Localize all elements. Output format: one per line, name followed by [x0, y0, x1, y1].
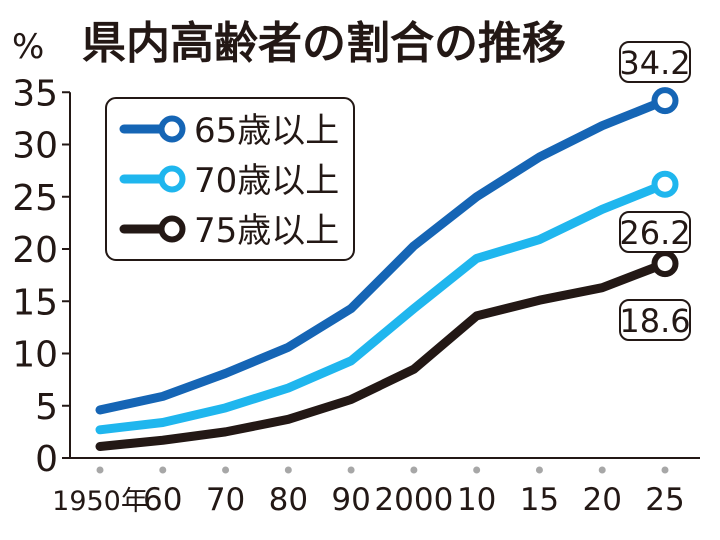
x-tick-dot [159, 466, 167, 474]
series-line-2 [95, 179, 670, 435]
end-value-box-2 [619, 211, 691, 253]
end-value-box-3 [619, 299, 691, 341]
x-tick-label: 15 [520, 482, 559, 518]
y-tick-label: 5 [35, 387, 58, 428]
series-end-point-1 [651, 87, 679, 115]
x-tick-dot [473, 466, 481, 474]
x-tick-dot [222, 466, 230, 474]
x-tick-label: 70 [206, 482, 245, 518]
legend-swatch-marker [158, 215, 186, 243]
y-tick-label: 0 [35, 439, 58, 480]
x-tick-label: 80 [269, 482, 308, 518]
legend-swatch-marker [158, 165, 186, 193]
legend-label: 65歳以上 [194, 111, 339, 151]
x-tick-dot [598, 466, 606, 474]
y-tick-label: 15 [12, 282, 58, 323]
x-tick-label: 10 [457, 482, 496, 518]
chart-title: 県内高齢者の割合の推移 [82, 18, 566, 69]
x-tick-dot [535, 466, 543, 474]
x-tick-label: 20 [582, 482, 621, 518]
series-line-1 [95, 96, 670, 415]
axes [62, 91, 700, 459]
legend-label: 75歳以上 [194, 211, 339, 251]
x-tick-dot [96, 466, 104, 474]
y-axis-unit-label: % [12, 27, 44, 67]
y-tick-labels: 0 5 10 15 20 25 30 35 [12, 73, 58, 480]
end-value-label-2: 26.2 [619, 214, 690, 252]
x-tick-label: 25 [645, 482, 684, 518]
x-tick-label: 2000 [374, 482, 453, 518]
series-end-point-3 [651, 250, 679, 278]
series-end-point-2 [651, 170, 679, 198]
y-tick-label: 30 [12, 126, 58, 167]
x-tick-dot [347, 466, 355, 474]
x-tick-dot [410, 466, 418, 474]
end-value-box-1 [619, 41, 691, 83]
y-tick-label: 25 [12, 178, 58, 219]
x-tick-dot [284, 466, 292, 474]
end-value-label-1: 34.2 [619, 44, 690, 82]
end-value-label-3: 18.6 [619, 302, 690, 340]
legend-swatch-marker [158, 115, 186, 143]
y-tick-label: 10 [12, 335, 58, 376]
series-line-3 [95, 259, 670, 452]
legend: 65歳以上 70歳以上 75歳以上 [105, 97, 355, 261]
y-tick-label: 20 [12, 230, 58, 271]
series-layer: 34.2 26.2 18.6 [95, 41, 691, 452]
y-tick-label: 35 [12, 73, 58, 114]
x-tick-label: 60 [143, 482, 182, 518]
legend-label: 70歳以上 [194, 161, 339, 201]
x-tick-dot [661, 466, 669, 474]
x-tick-label: 90 [331, 482, 370, 518]
x-tick-label: 1950年 [52, 486, 148, 517]
